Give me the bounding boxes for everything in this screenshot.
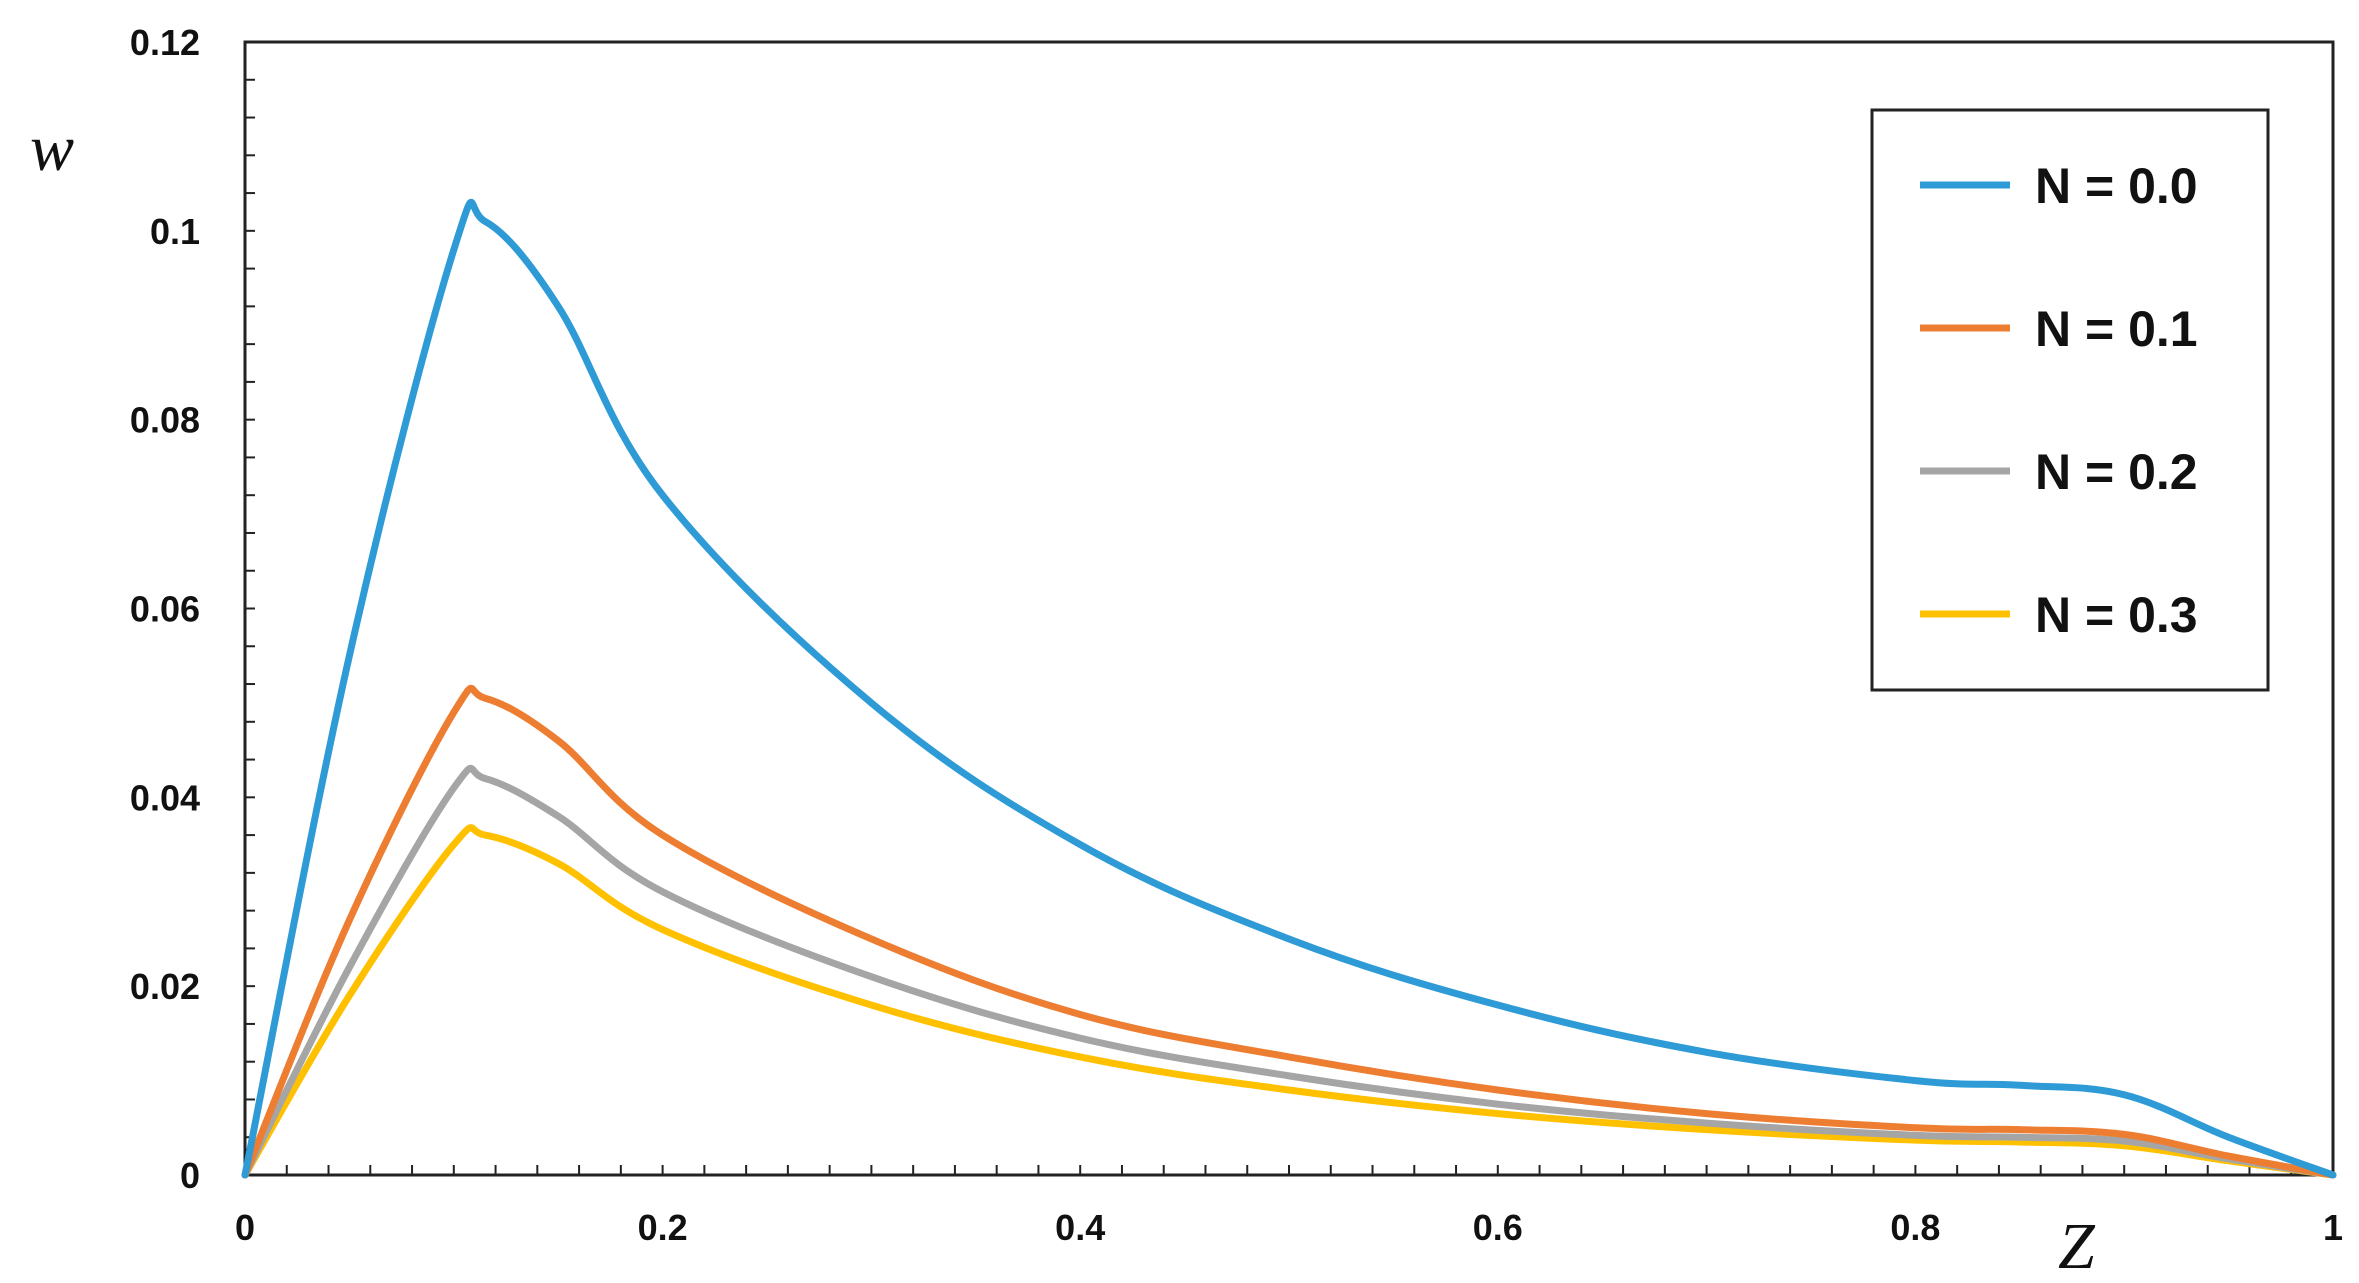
- x-tick-label: 0.6: [1473, 1207, 1523, 1248]
- y-tick-label: 0: [180, 1155, 200, 1196]
- y-tick-label: 0.12: [130, 22, 200, 63]
- x-tick-label: 0.2: [638, 1207, 688, 1248]
- x-axis-label: Z: [2058, 1210, 2096, 1283]
- x-tick-label: 0.8: [1890, 1207, 1940, 1248]
- legend-label: N = 0.3: [2035, 587, 2198, 643]
- minor-ticks: [244, 41, 2334, 1176]
- series-line: [241, 684, 2337, 1179]
- series-lines: [241, 198, 2337, 1179]
- y-tick-label: 0.1: [150, 211, 200, 252]
- x-tick-label: 1: [2323, 1207, 2343, 1248]
- series-line: [241, 824, 2337, 1179]
- series-line: [241, 198, 2337, 1179]
- tick-labels: 0 0.2 0.4 0.6 0.8 1 0 0.02 0.04 0.06 0.08 0.1 0.12: [130, 22, 2343, 1248]
- x-tick-label: 0: [235, 1207, 255, 1248]
- legend-label: N = 0.1: [2035, 301, 2198, 357]
- y-tick-label: 0.02: [130, 966, 200, 1007]
- series-line: [241, 764, 2337, 1179]
- legend-label: N = 0.0: [2035, 158, 2198, 214]
- legend-box: [1870, 108, 2270, 692]
- x-tick-label: 0.4: [1055, 1207, 1105, 1248]
- y-axis-label: w: [30, 112, 74, 185]
- y-tick-label: 0.04: [130, 777, 200, 818]
- legend-label: N = 0.2: [2035, 444, 2198, 500]
- y-tick-label: 0.06: [130, 589, 200, 630]
- legend: N = 0.0 N = 0.1 N = 0.2 N = 0.3: [1870, 108, 2270, 692]
- y-tick-label: 0.08: [130, 400, 200, 441]
